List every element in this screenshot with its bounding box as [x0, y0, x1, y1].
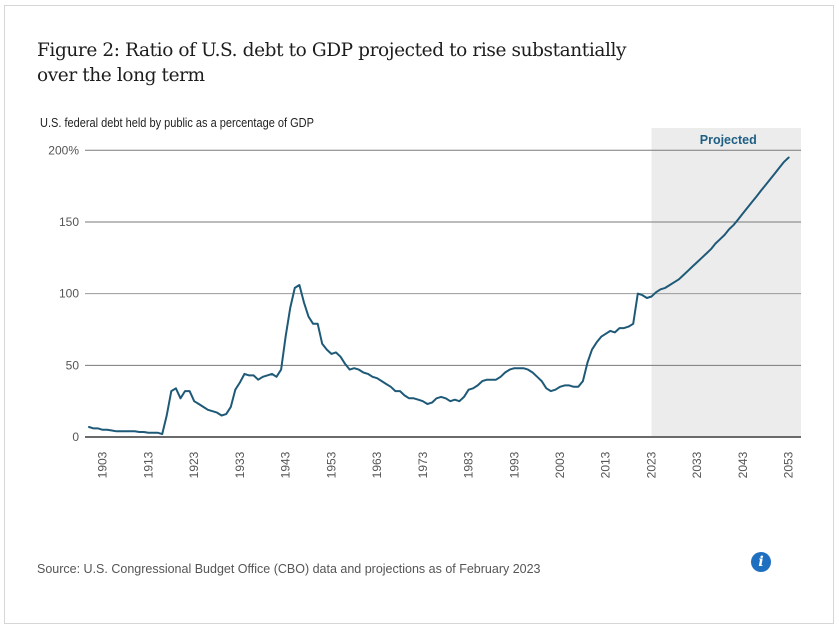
x-tick-label: 1933: [233, 451, 247, 478]
chart-title: Figure 2: Ratio of U.S. debt to GDP proj…: [37, 40, 627, 86]
source-note: Source: U.S. Congressional Budget Office…: [37, 562, 541, 576]
series-line: [88, 156, 790, 436]
y-tick-label: 100: [59, 287, 79, 301]
y-tick-label: 200%: [48, 143, 79, 157]
x-tick-label: 1963: [370, 451, 384, 478]
x-tick-label: 1993: [507, 451, 521, 478]
x-tick-label: 1903: [96, 451, 110, 478]
x-tick-label: 1943: [279, 451, 293, 478]
projected-label: Projected: [700, 133, 757, 147]
projected-region: [651, 128, 801, 437]
x-tick-label: 1923: [187, 451, 201, 478]
x-tick-label: 1913: [141, 451, 155, 478]
x-tick-label: 2043: [736, 451, 750, 478]
x-tick-label: 2023: [644, 451, 658, 478]
x-tick-label: 1973: [416, 451, 430, 478]
x-tick-label: 1983: [462, 451, 476, 478]
y-tick-label: 150: [59, 215, 79, 229]
x-tick-label: 1953: [324, 451, 338, 478]
x-tick-label: 2033: [690, 451, 704, 478]
x-tick-label: 2053: [782, 451, 796, 478]
x-tick-label: 2013: [599, 451, 613, 478]
y-tick-label: 50: [66, 358, 80, 372]
y-tick-label: 0: [72, 430, 79, 444]
info-icon[interactable]: i: [751, 552, 771, 572]
x-tick-label: 2003: [553, 451, 567, 478]
chart-subtitle: U.S. federal debt held by public as a pe…: [40, 116, 314, 130]
